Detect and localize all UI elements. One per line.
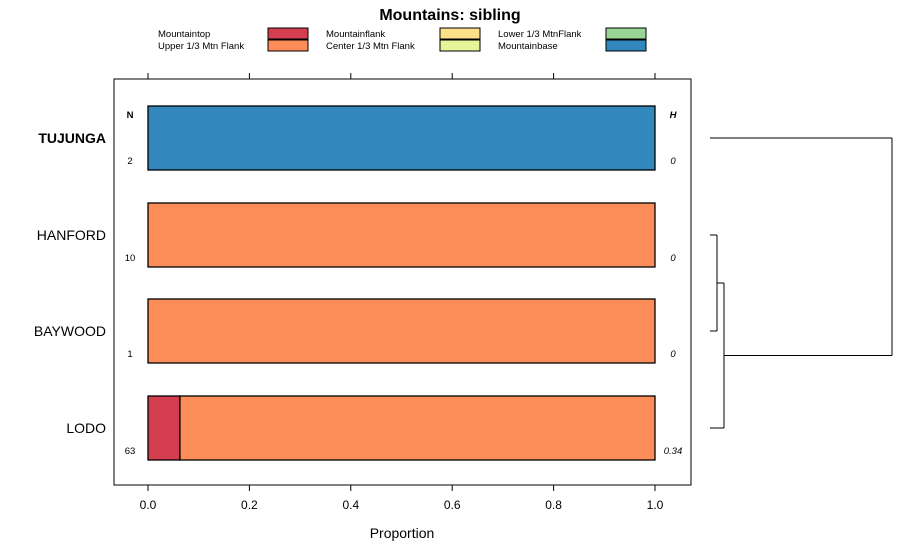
bar-hanford-upper-1-3-mtn-flank	[147, 202, 656, 268]
x-tick-label: 0.2	[241, 498, 258, 512]
legend-swatch-mountainbase	[605, 39, 647, 52]
legend-label-upper-1-3-mtn-flank: Upper 1/3 Mtn Flank	[158, 41, 244, 52]
n-value-hanford: 10	[125, 253, 136, 264]
x-tick-label: 0.8	[545, 498, 562, 512]
row-label-baywood: BAYWOOD	[34, 323, 106, 339]
x-tick-label: 0.4	[342, 498, 359, 512]
n-value-lodo: 63	[125, 446, 136, 457]
h-value-baywood: 0	[670, 349, 676, 360]
row-label-hanford: HANFORD	[37, 227, 106, 243]
legend-label-lower-1-3-mtnflank: Lower 1/3 MtnFlank	[498, 29, 582, 40]
legend-label-center-1-3-mtn-flank: Center 1/3 Mtn Flank	[326, 41, 415, 52]
n-column-header: N	[127, 110, 134, 121]
x-tick-label: 0.0	[140, 498, 157, 512]
x-tick-label: 0.6	[444, 498, 461, 512]
legend-label-mountaintop: Mountaintop	[158, 29, 210, 40]
bar-lodo-upper-1-3-mtn-flank	[179, 395, 656, 461]
h-value-hanford: 0	[670, 253, 676, 264]
x-axis: 0.0 0.2 0.4 0.6 0.8 1.0	[140, 73, 664, 512]
legend-swatch-mountainflank	[439, 27, 481, 40]
row-label-tujunga: TUJUNGA	[38, 130, 106, 146]
legend-label-mountainflank: Mountainflank	[326, 29, 385, 40]
legend-swatch-upper-1-3-mtn-flank	[267, 39, 309, 52]
legend-label-mountainbase: Mountainbase	[498, 41, 558, 52]
legend-swatch-center-1-3-mtn-flank	[439, 39, 481, 52]
legend-swatch-lower-1-3-mtnflank	[605, 27, 647, 40]
h-value-lodo: 0.34	[664, 446, 683, 457]
plot-panel	[113, 78, 692, 486]
x-tick-label: 1.0	[647, 498, 664, 512]
legend-swatch-mountaintop	[267, 27, 309, 40]
row-label-lodo: LODO	[66, 420, 106, 436]
dendrogram	[710, 137, 893, 429]
bar-tujunga-mountainbase	[147, 105, 656, 171]
bar-baywood-upper-1-3-mtn-flank	[147, 298, 656, 364]
chart-title: Mountains: sibling	[379, 7, 520, 24]
legend: Mountaintop Mountainflank Lower 1/3 MtnFla…	[158, 27, 647, 52]
n-value-baywood: 1	[127, 349, 132, 360]
x-axis-title: Proportion	[370, 525, 435, 541]
h-value-tujunga: 0	[670, 156, 676, 167]
h-column-header: H	[670, 110, 678, 121]
bar-lodo-mountaintop	[147, 395, 181, 461]
n-value-tujunga: 2	[127, 156, 132, 167]
